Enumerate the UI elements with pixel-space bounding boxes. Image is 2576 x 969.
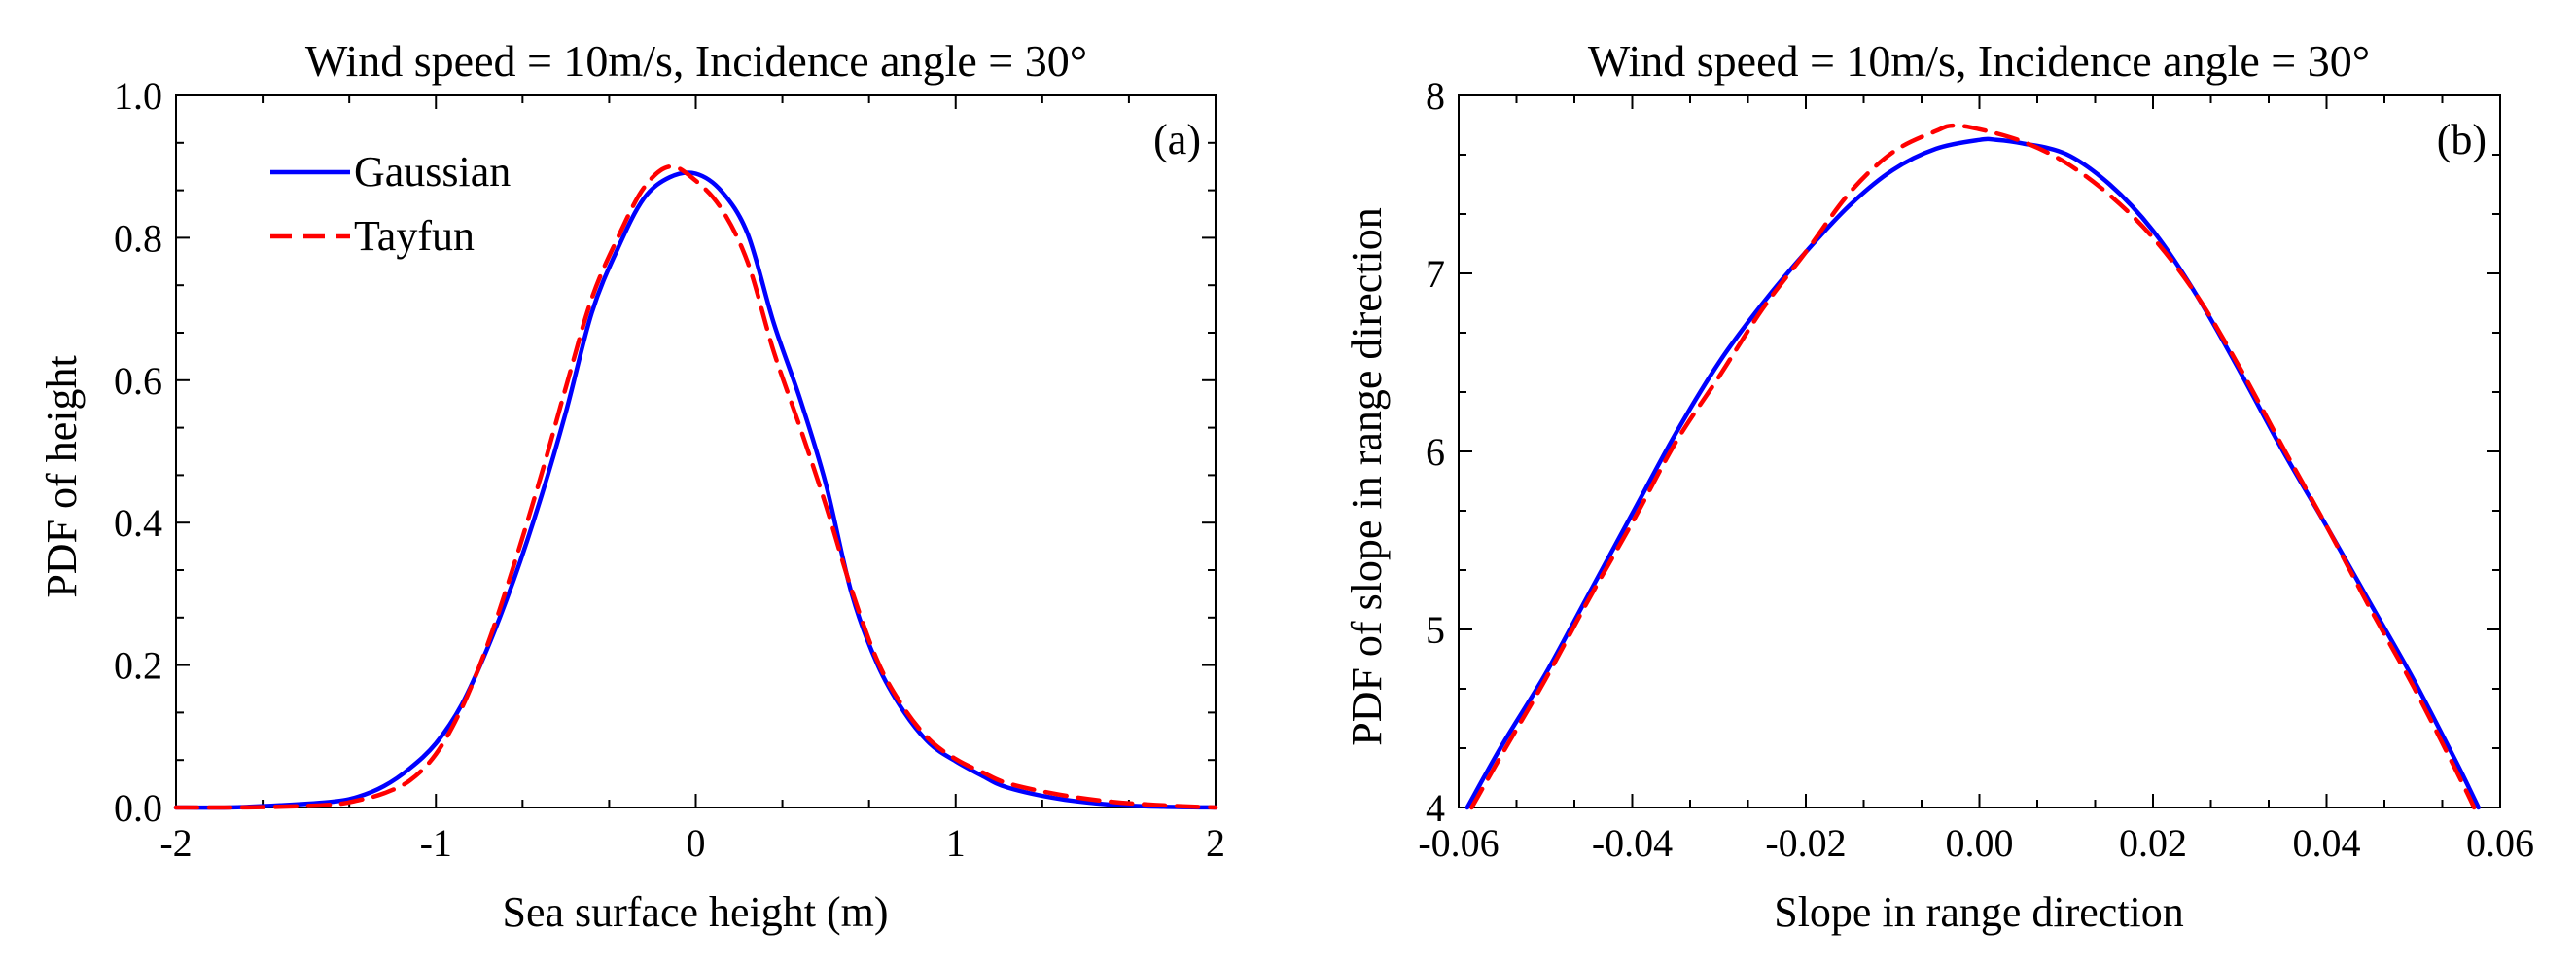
panel-b-xtick-label: 0.06: [2466, 821, 2534, 865]
panel-a-ytick-label: 0.0: [114, 786, 162, 830]
panel-b-title: Wind speed = 10m/s, Incidence angle = 30…: [1588, 36, 2370, 86]
panel-b-ytick-label: 5: [1426, 608, 1445, 652]
panel-a-xtick-label: -1: [420, 821, 452, 865]
panel-a-ytick-label: 0.4: [114, 501, 162, 545]
panel-b-xtick-label: 0.02: [2119, 821, 2187, 865]
panel-b-series-gaussian: [1464, 136, 2481, 810]
panel-a-xtick-label: 2: [1206, 821, 1225, 865]
panel-b-series-tayfun: [1469, 123, 2477, 810]
panel-b-xlabel: Slope in range direction: [1774, 888, 2184, 936]
panel-a: Wind speed = 10m/s, Incidence angle = 30…: [38, 36, 1225, 936]
panel-a-ytick-label: 0.2: [114, 644, 162, 688]
panel-a-series-tayfun: [173, 163, 1218, 810]
panel-a-ylabel: PDF of height: [38, 355, 86, 597]
panel-b-xtick-label: -0.04: [1592, 821, 1673, 865]
panel-b-xtick-label: 0.04: [2293, 821, 2361, 865]
panel-a-legend-label-tayfun: Tayfun: [354, 212, 475, 260]
panel-a-legend-label-gaussian: Gaussian: [354, 148, 511, 196]
panel-b-xtick-label: -0.06: [1418, 821, 1499, 865]
panel-b-ytick-label: 8: [1426, 74, 1445, 118]
panel-b-label: (b): [2437, 116, 2487, 163]
panel-a-xlabel: Sea surface height (m): [502, 888, 888, 936]
panel-b-xtick-label: 0.00: [1946, 821, 2014, 865]
panel-a-xtick-label: 1: [946, 821, 966, 865]
panel-a-ytick-label: 0.6: [114, 359, 162, 403]
panel-b-ytick-label: 7: [1426, 252, 1445, 296]
panel-a-axes-frame: [175, 94, 1217, 808]
panel-a-xtick-label: 0: [687, 821, 706, 865]
panel-b-xtick-label: -0.02: [1765, 821, 1846, 865]
panel-b: Wind speed = 10m/s, Incidence angle = 30…: [1343, 36, 2534, 936]
panel-a-xtick-label: -2: [159, 821, 192, 865]
panel-a-ytick-label: 0.8: [114, 216, 162, 260]
panel-b-ytick-label: 4: [1426, 786, 1445, 830]
panel-b-ylabel: PDF of slope in range direction: [1343, 207, 1391, 746]
panel-a-series-gaussian: [173, 170, 1218, 810]
panel-a-title: Wind speed = 10m/s, Incidence angle = 30…: [305, 36, 1087, 86]
panel-a-label: (a): [1153, 116, 1201, 163]
panel-a-ytick-label: 1.0: [114, 74, 162, 118]
panel-b-axes-frame: [1458, 94, 2501, 808]
panel-b-ytick-label: 6: [1426, 430, 1445, 474]
